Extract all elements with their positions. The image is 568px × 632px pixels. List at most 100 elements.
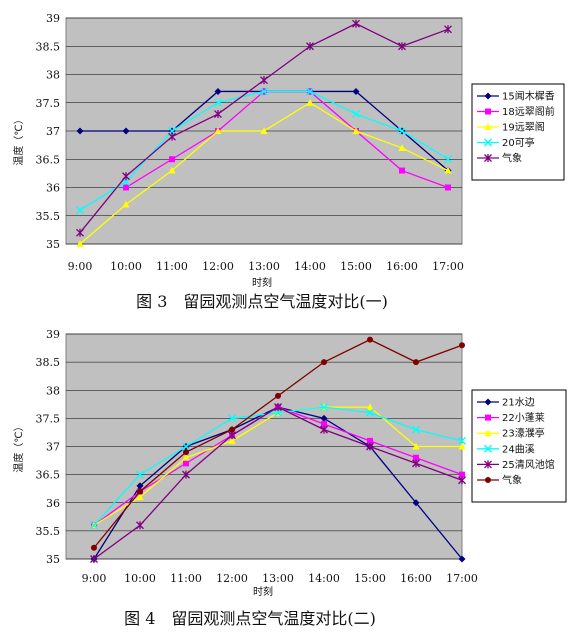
chart-1-data-point — [306, 98, 314, 106]
chart-2-data-point — [182, 453, 190, 461]
chart-1-x-tick-label: 11:00 — [156, 260, 188, 273]
chart-1-data-point — [445, 184, 451, 191]
chart-2-data-point — [412, 425, 420, 434]
chart-2-legend-label: 23濠濮亭 — [502, 427, 545, 440]
chart-2-y-tick-label: 36 — [46, 497, 60, 510]
chart-1-series — [76, 98, 452, 247]
chart-2-data-point — [136, 470, 144, 479]
chart-1-x-tick-label: 17:00 — [432, 260, 464, 273]
chart-1-x-tick-label: 13:00 — [248, 260, 280, 273]
chart-2-legend-marker — [485, 477, 491, 483]
chart-2-x-tick-label: 10:00 — [124, 572, 156, 585]
chart-2-data-point — [182, 470, 190, 479]
chart-1-legend-label: 19远翠阁 — [502, 121, 545, 134]
chart-2-y-tick-label: 39 — [46, 328, 60, 341]
chart-2-data-point — [366, 403, 374, 411]
chart-2-legend-marker — [484, 444, 492, 453]
chart-2-data-point — [412, 442, 420, 450]
chart-1-data-point — [306, 87, 314, 96]
chart-2-data-point — [458, 442, 466, 450]
chart-2-y-tick-label: 35.5 — [36, 525, 61, 538]
chart-1-data-point — [214, 98, 222, 107]
chart-1-data-point — [76, 206, 84, 215]
chart-2-data-point — [458, 476, 466, 485]
chart-1-x-tick-label: 16:00 — [386, 260, 418, 273]
chart-1-data-point — [123, 184, 129, 191]
chart-2-data-point — [366, 442, 374, 451]
chart-2-caption: 图 4 留园观测点空气温度对比(二) — [124, 609, 376, 628]
chart-1-y-axis-title: 温度（℃） — [12, 114, 25, 165]
chart-1-data-point — [76, 127, 84, 135]
chart-1-x-tick-label: 14:00 — [294, 260, 326, 273]
chart-2-data-point — [320, 414, 328, 422]
chart-2-legend-label: 25清风池馆 — [502, 458, 555, 471]
chart-1-data-point — [352, 110, 360, 119]
chart-2-series — [90, 403, 466, 530]
chart-2-data-point — [413, 359, 419, 366]
chart-1-x-tick-label: 12:00 — [202, 260, 234, 273]
chart-1-data-point — [306, 42, 314, 51]
chart-1-data-point — [122, 127, 130, 135]
chart-2-legend-marker — [485, 414, 491, 421]
chart-1-data-point — [352, 19, 360, 28]
chart-1-data-point — [168, 127, 176, 135]
chart-1-data-point — [76, 240, 84, 247]
chart-2-x-tick-label: 11:00 — [170, 572, 202, 585]
chart-1-data-point — [352, 127, 360, 134]
chart-2-data-point — [91, 544, 97, 551]
chart-2-legend-label: 气象 — [502, 474, 522, 487]
chart-2-data-point — [137, 488, 143, 495]
chart-2-series — [91, 336, 465, 551]
chart-1-data-point — [168, 132, 176, 141]
chart-2-data-point — [136, 521, 144, 530]
chart-1-legend-marker — [484, 92, 492, 100]
chart-2-legend-label: 21水边 — [502, 397, 535, 409]
chart-2-data-point — [321, 359, 327, 366]
chart-1-x-axis-title: 时刻 — [252, 276, 272, 289]
chart-1-data-point — [168, 166, 176, 174]
chart-1-legend-label: 20可亭 — [502, 136, 535, 149]
chart-2-data-point — [320, 403, 328, 412]
chart-1-y-tick-label: 36 — [46, 182, 60, 195]
chart-1-legend-marker — [484, 123, 492, 130]
chart-1-data-point — [260, 127, 268, 134]
chart-1-series — [76, 87, 452, 215]
chart-1-legend-marker — [484, 138, 492, 147]
chart-1-data-point — [122, 172, 130, 181]
chart-2-data-point — [320, 425, 328, 434]
chart-2-data-point — [366, 408, 374, 417]
chart-1-data-point — [260, 87, 268, 96]
chart-2-data-point — [413, 454, 419, 461]
chart-2-x-tick-label: 13:00 — [262, 572, 294, 585]
chart-1-legend-marker — [484, 154, 492, 162]
chart-1-y-tick-label: 37 — [46, 125, 60, 138]
chart-2-data-point — [136, 482, 144, 490]
chart-2-x-tick-label: 16:00 — [400, 572, 432, 585]
chart-1-legend-marker — [485, 108, 491, 115]
chart-2-data-point — [228, 437, 236, 444]
chart-1-data-point — [398, 42, 406, 51]
chart-1-data-point — [398, 127, 406, 135]
chart-1-series — [76, 19, 452, 237]
chart-2-legend-marker — [484, 398, 492, 406]
chart-2-series — [90, 403, 466, 563]
chart-2-data-point — [458, 555, 466, 563]
chart-2-data-point — [274, 403, 282, 412]
chart-2-data-point — [90, 555, 98, 563]
chart-1-data-point — [122, 200, 130, 208]
chart-1-caption: 图 3 留园观测点空气温度对比(一) — [136, 292, 388, 311]
chart-2-data-point — [90, 521, 98, 530]
chart-2-data-point — [229, 426, 235, 433]
chart-1-data-point — [76, 228, 84, 237]
chart-2-y-tick-label: 35 — [46, 553, 60, 566]
chart-2-data-point — [182, 442, 190, 451]
chart-1-y-tick-label: 35.5 — [36, 210, 61, 223]
chart-1-x-tick-label: 10:00 — [110, 260, 142, 273]
chart-2-x-tick-label: 9:00 — [82, 572, 107, 585]
chart-1-data-point — [214, 87, 222, 95]
chart-2-y-tick-label: 36.5 — [36, 469, 61, 482]
chart-1-y-tick-label: 36.5 — [36, 153, 61, 166]
chart-2-x-tick-label: 14:00 — [308, 572, 340, 585]
chart-2-y-tick-label: 37 — [46, 441, 60, 454]
